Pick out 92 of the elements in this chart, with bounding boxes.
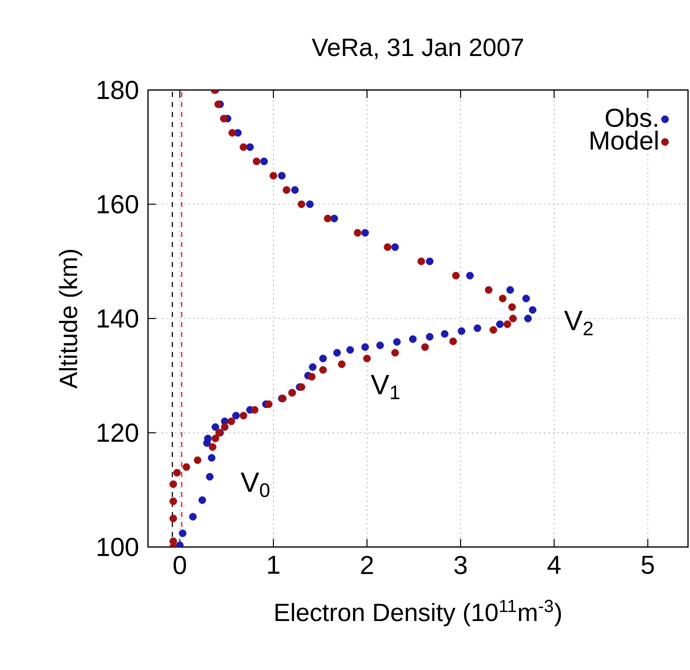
y-tick-label: 100	[98, 538, 138, 556]
point	[333, 348, 341, 357]
y-tick-label: 180	[98, 80, 138, 100]
x-tick-label: 4	[548, 556, 561, 574]
point	[278, 172, 286, 180]
point	[426, 332, 434, 341]
point	[346, 346, 354, 354]
point	[330, 214, 338, 222]
annotation: V$_{1}$	[370, 374, 400, 400]
point	[189, 512, 197, 521]
point	[490, 326, 498, 334]
point	[203, 439, 211, 447]
point	[508, 303, 516, 311]
point	[182, 463, 190, 471]
point	[452, 272, 460, 280]
point	[206, 472, 214, 481]
point	[169, 514, 178, 522]
point	[506, 286, 514, 294]
point	[173, 468, 181, 477]
point	[466, 272, 474, 280]
point	[212, 423, 220, 431]
point	[240, 412, 248, 420]
point	[308, 372, 316, 381]
point	[208, 454, 216, 462]
point	[391, 243, 399, 251]
chart-title: VeRa, 31 Jan 2007	[312, 38, 524, 60]
point	[376, 342, 384, 350]
legend-label: Obs.	[606, 108, 658, 128]
point	[169, 480, 178, 488]
x-tick-label: 2	[361, 556, 373, 574]
point	[282, 186, 290, 194]
point	[208, 443, 216, 451]
point	[212, 434, 220, 442]
x-tick-label: 3	[454, 556, 467, 574]
point	[324, 214, 332, 222]
x-tick-label: 5	[642, 556, 654, 574]
point	[319, 366, 327, 374]
point	[220, 423, 229, 431]
point	[298, 200, 306, 208]
y-tick-label: 120	[98, 424, 138, 442]
point	[270, 172, 278, 180]
point	[354, 229, 362, 237]
point	[509, 314, 517, 322]
point	[498, 294, 506, 302]
point	[484, 286, 492, 294]
point	[421, 343, 429, 351]
point	[393, 338, 401, 346]
point	[178, 529, 186, 538]
point	[250, 406, 258, 414]
point	[417, 258, 426, 266]
point	[338, 360, 346, 368]
point	[291, 186, 299, 194]
annotation: V$_{2}$	[564, 310, 593, 336]
point	[220, 114, 228, 122]
x-tick-label: 1	[268, 556, 280, 574]
y-tick-label: 160	[98, 195, 138, 214]
point	[384, 243, 392, 251]
point	[252, 158, 260, 166]
point	[169, 498, 178, 506]
point	[458, 327, 466, 335]
point	[227, 418, 236, 426]
point	[361, 229, 369, 237]
annotation: V$_{0}$	[240, 472, 270, 498]
point	[409, 335, 417, 343]
point	[232, 412, 240, 420]
y-axis-title: Altitude (km)	[58, 250, 82, 389]
point	[264, 400, 273, 408]
point	[524, 314, 532, 322]
point	[496, 320, 504, 328]
x-axis-title: Electron Density (10$^{11}$m$^{-3}$)	[276, 600, 561, 626]
point	[260, 158, 268, 166]
point	[440, 330, 448, 338]
point	[194, 456, 202, 464]
point	[391, 348, 399, 357]
point	[198, 496, 206, 504]
point	[240, 143, 248, 151]
point	[319, 354, 327, 362]
point	[504, 320, 512, 328]
point	[363, 354, 371, 362]
point	[306, 200, 314, 208]
point	[528, 306, 536, 314]
point	[426, 258, 434, 266]
y-tick-label: 140	[98, 309, 138, 328]
legend-label: Model	[590, 130, 658, 150]
point	[474, 324, 482, 332]
point	[308, 363, 317, 371]
point	[522, 294, 530, 302]
x-tick-label: 0	[174, 556, 186, 574]
point	[246, 143, 254, 151]
point	[228, 129, 236, 137]
point	[449, 338, 457, 346]
point	[361, 343, 369, 351]
